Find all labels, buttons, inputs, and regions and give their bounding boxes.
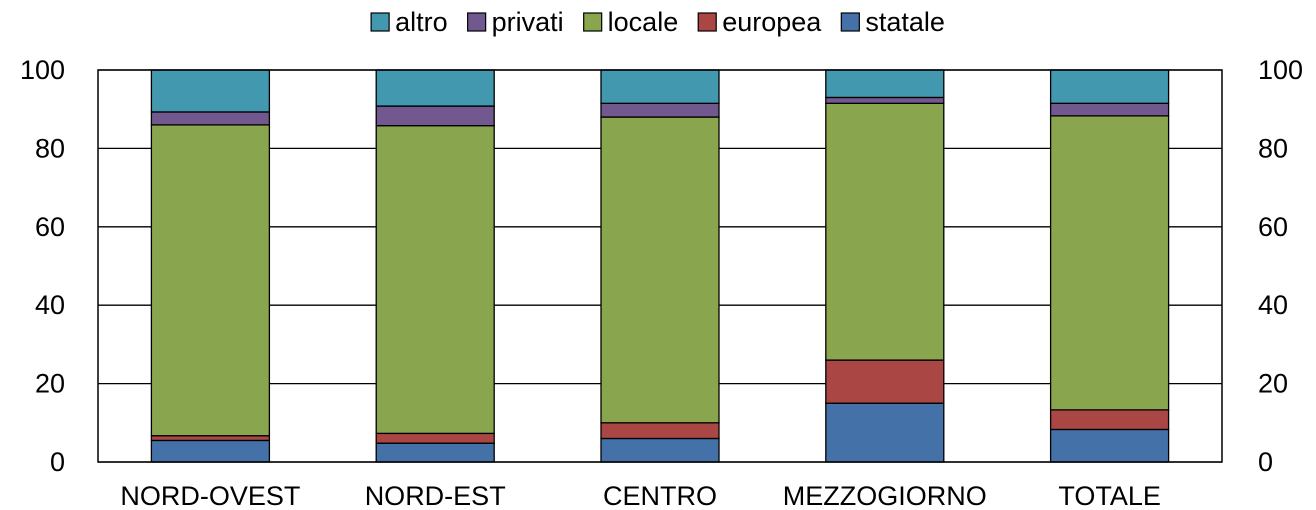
x-category-label: NORD-OVEST (120, 481, 300, 510)
bar-segment-europea (600, 422, 720, 440)
y-axis-left-ticks: 0 20 40 60 80 100 (20, 55, 65, 477)
bar-segment-altro (375, 69, 495, 107)
bar-segment-locale (1049, 115, 1170, 411)
bar-segment-statale (600, 437, 720, 463)
bars (150, 69, 1170, 463)
y-tick-label-right: 80 (1258, 133, 1288, 163)
legend-label: locale (608, 7, 679, 37)
bar-segment-europea (150, 435, 271, 442)
legend-label: privati (492, 7, 564, 37)
bar-segment-statale (1049, 428, 1170, 463)
bar-segment-europea (825, 359, 945, 404)
plot-frame (97, 69, 1223, 463)
x-category-label: NORD-EST (365, 481, 506, 510)
legend-label: altro (395, 7, 448, 37)
bar-segment-locale (150, 124, 271, 437)
legend-swatch (697, 12, 717, 32)
y-tick-label-left: 60 (35, 212, 65, 242)
y-tick-label-right: 20 (1258, 369, 1288, 399)
bar-segment-privati (825, 96, 945, 104)
bar-segment-altro (1049, 69, 1170, 104)
legend-label: europea (722, 7, 822, 37)
legend-item-privati: privati (467, 7, 564, 37)
bar-segment-statale (825, 402, 945, 463)
bar-segment-privati (1049, 102, 1170, 117)
x-category-label: TOTALE (1058, 481, 1161, 510)
legend-item-locale: locale (583, 7, 679, 37)
legend-label: statale (865, 7, 945, 37)
y-tick-label-left: 20 (35, 369, 65, 399)
bar-segment-statale (375, 442, 495, 463)
bar-segment-locale (825, 102, 945, 361)
bar-segment-privati (150, 111, 271, 126)
bar-segment-altro (600, 69, 720, 104)
legend-swatch (370, 12, 390, 32)
bar-segment-privati (600, 102, 720, 118)
x-category-label: CENTRO (603, 481, 717, 510)
bar-segment-locale (600, 116, 720, 424)
legend-item-altro: altro (370, 7, 448, 37)
x-category-label: MEZZOGIORNO (783, 481, 987, 510)
legend: altro privati locale europea statale (370, 7, 945, 37)
y-tick-label-right: 100 (1258, 55, 1303, 85)
bar-segment-europea (1049, 409, 1170, 431)
bar-segment-europea (375, 432, 495, 444)
bar-segment-statale (150, 439, 271, 463)
y-tick-label-right: 0 (1258, 447, 1273, 477)
y-tick-label-left: 0 (50, 447, 65, 477)
y-tick-label-right: 60 (1258, 212, 1288, 242)
legend-swatch (583, 12, 603, 32)
y-axis-right-ticks: 0 20 40 60 80 100 (1258, 55, 1303, 477)
y-tick-label-right: 40 (1258, 290, 1288, 320)
bar-segment-altro (825, 69, 945, 99)
bar-segment-altro (150, 69, 271, 113)
bar-segment-privati (375, 105, 495, 127)
y-tick-label-left: 80 (35, 133, 65, 163)
x-axis-categories: NORD-OVEST NORD-EST CENTRO MEZZOGIORNO TOTAL… (120, 481, 1160, 510)
y-tick-label-left: 100 (20, 55, 65, 85)
legend-item-statale: statale (840, 7, 945, 37)
legend-item-europea: europea (697, 7, 822, 37)
legend-swatch (840, 12, 860, 32)
y-tick-label-left: 40 (35, 290, 65, 320)
legend-swatch (467, 12, 487, 32)
bar-segment-locale (375, 125, 495, 435)
